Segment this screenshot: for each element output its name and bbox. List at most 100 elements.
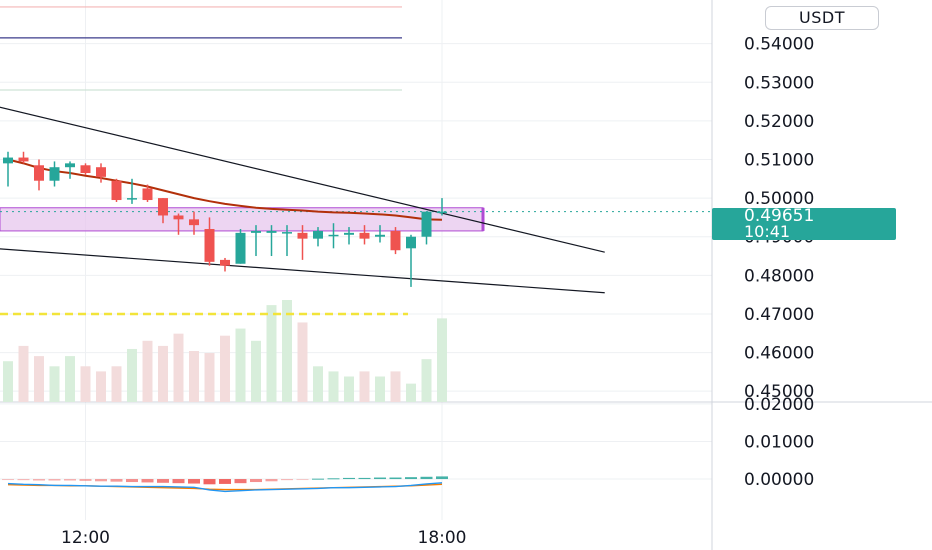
histogram-bar xyxy=(188,479,200,484)
price-tick-label: 0.46000 xyxy=(744,344,814,364)
candle-body xyxy=(18,157,29,162)
candle-body xyxy=(204,228,215,262)
candle-body xyxy=(158,198,168,216)
volume-bar xyxy=(297,322,308,402)
volume-bar xyxy=(390,371,401,402)
currency-badge[interactable]: USDT xyxy=(765,6,879,30)
candle-body xyxy=(251,230,261,233)
volume-bar xyxy=(235,328,246,402)
candle-body xyxy=(80,165,91,174)
volume-bar xyxy=(49,366,60,402)
volume-bar xyxy=(18,345,29,402)
histogram-bar xyxy=(281,479,293,481)
trendline xyxy=(0,106,605,253)
candle-body xyxy=(266,230,277,233)
volume-bar xyxy=(204,353,215,402)
macd-line xyxy=(7,482,443,493)
histogram-bar xyxy=(389,477,402,480)
histogram-bar xyxy=(79,479,92,481)
price-tick-label: 0.52000 xyxy=(744,112,814,132)
volume-bar xyxy=(375,376,385,402)
candle-body xyxy=(375,234,385,237)
histogram-bar xyxy=(219,479,231,484)
volume-bar xyxy=(437,318,447,402)
candle-countdown: 10:41 xyxy=(744,222,791,241)
candle-body xyxy=(390,230,401,251)
price-zone xyxy=(0,207,712,232)
volume-bar xyxy=(189,351,199,402)
volume-bar xyxy=(158,345,168,402)
volume-bar xyxy=(34,356,44,402)
volume-bar xyxy=(220,335,230,402)
candles xyxy=(3,151,447,287)
candle-body xyxy=(235,232,246,264)
volume-bar xyxy=(127,348,137,402)
candle-body xyxy=(313,230,323,239)
histogram-bar xyxy=(265,479,278,482)
histogram-bar xyxy=(374,477,386,480)
macd-indicator xyxy=(2,476,448,493)
candle-body xyxy=(65,163,75,168)
candle-body xyxy=(3,157,13,164)
histogram-bar xyxy=(234,479,247,484)
histogram-bar xyxy=(327,478,340,480)
time-tick-label: 18:00 xyxy=(418,528,467,548)
volume-bar xyxy=(80,366,91,402)
price-tick-label: 0.48000 xyxy=(744,266,814,286)
trendlines xyxy=(0,106,605,294)
volume-bar xyxy=(344,376,354,402)
candle-body xyxy=(96,167,106,177)
candle-body xyxy=(344,232,354,235)
volume-bar xyxy=(3,361,13,402)
time-axis: 12:00 18:00 xyxy=(61,528,467,548)
price-axis: 0.540000.530000.520000.510000.500000.490… xyxy=(744,35,814,490)
volume-bar xyxy=(65,356,75,402)
price-tick-label: 0.47000 xyxy=(744,305,814,325)
histogram-bar xyxy=(110,479,123,482)
volume-bar xyxy=(313,366,323,402)
histogram-bar xyxy=(141,479,154,483)
volume-bar xyxy=(406,383,416,402)
current-price-value: 0.49651 xyxy=(744,206,815,226)
candle-body xyxy=(437,211,447,214)
volume-bar xyxy=(173,333,184,402)
current-price-tag: 0.49651 10:41 xyxy=(712,208,896,240)
histogram-bar xyxy=(48,479,61,481)
histogram-bar xyxy=(343,477,355,480)
candle-body xyxy=(421,211,432,237)
volume-bar xyxy=(266,305,277,402)
candle-body xyxy=(406,236,416,249)
indicator-tick-label: 0.01000 xyxy=(744,432,814,452)
histogram-bar xyxy=(17,479,30,481)
histogram-bar xyxy=(203,479,216,485)
histogram-bar xyxy=(2,479,14,481)
price-tick-label: 0.45000 xyxy=(744,382,814,402)
volume-bar xyxy=(328,371,339,402)
histogram-bar xyxy=(358,477,371,480)
candle-body xyxy=(359,232,370,239)
histogram-bar xyxy=(172,479,185,484)
volume-bar xyxy=(96,371,106,402)
histogram-bar xyxy=(33,479,45,481)
candle-body xyxy=(328,234,339,237)
volume-bar xyxy=(142,340,153,402)
time-tick-label: 12:00 xyxy=(61,528,110,548)
histogram-bar xyxy=(436,476,448,480)
candle-body xyxy=(282,232,292,234)
indicator-tick-label: 0.02000 xyxy=(744,395,814,415)
candle-body xyxy=(34,165,44,181)
ma-line xyxy=(7,158,443,221)
histogram-bar xyxy=(405,477,417,480)
price-tick-label: 0.50000 xyxy=(744,189,814,209)
volume-bars xyxy=(3,300,447,402)
candle-body xyxy=(220,259,230,266)
price-tick-label: 0.51000 xyxy=(744,150,814,170)
histogram-bar xyxy=(157,479,169,483)
candle-body xyxy=(127,198,137,200)
candle-body xyxy=(111,180,122,201)
histogram-bar xyxy=(250,479,262,483)
histogram-bar xyxy=(420,476,433,480)
